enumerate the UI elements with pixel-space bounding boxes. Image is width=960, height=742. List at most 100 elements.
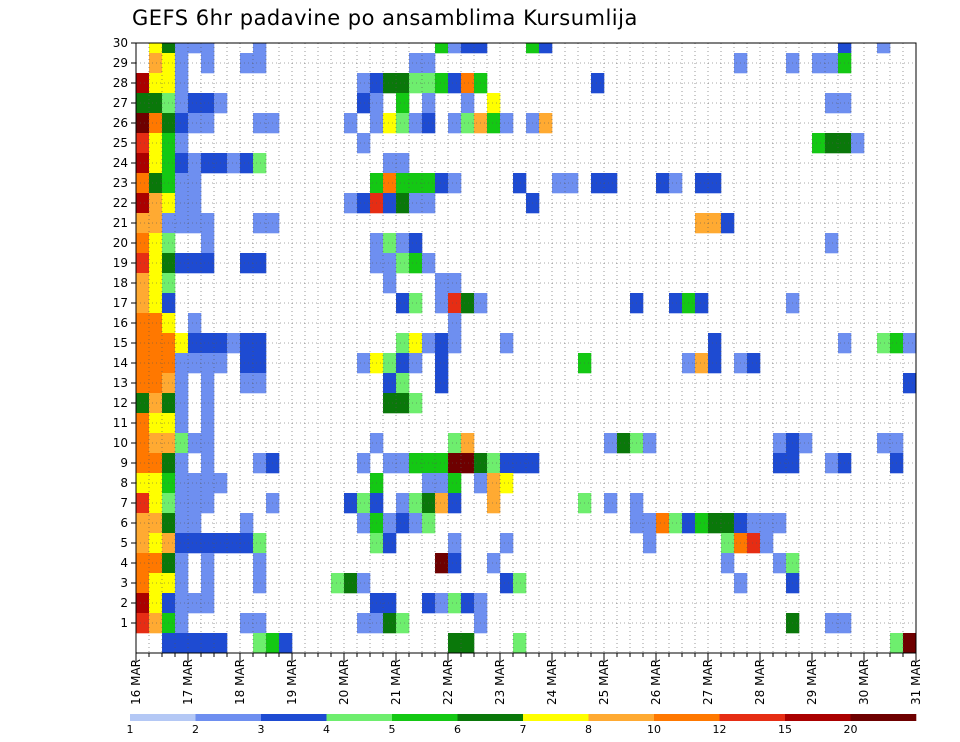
y-tick-label: 21 <box>113 216 128 230</box>
heatmap-cell <box>201 113 215 134</box>
heatmap-cell <box>175 113 189 134</box>
heatmap-cell <box>357 493 371 514</box>
heatmap-cell <box>721 513 735 534</box>
heatmap-cell <box>396 393 410 414</box>
heatmap-cell <box>188 593 202 614</box>
heatmap-cell <box>383 373 397 394</box>
heatmap-cell <box>253 333 267 354</box>
heatmap-cell <box>136 93 150 114</box>
heatmap-cell <box>149 553 163 574</box>
heatmap-cell <box>448 313 462 334</box>
heatmap-cell <box>396 233 410 254</box>
heatmap-cell <box>669 293 683 314</box>
heatmap-cell <box>149 373 163 394</box>
heatmap-cell <box>253 373 267 394</box>
heatmap-cell <box>708 513 722 534</box>
legend-label: 10 <box>647 723 661 736</box>
heatmap-cell <box>656 513 670 534</box>
heatmap-cell <box>903 333 917 354</box>
x-tick-label: 18 MAR <box>233 659 247 705</box>
heatmap-cell <box>253 53 267 74</box>
heatmap-cell <box>448 593 462 614</box>
heatmap-cell <box>201 593 215 614</box>
heatmap-cell <box>175 193 189 214</box>
heatmap-cell <box>500 453 514 474</box>
heatmap-cell <box>708 353 722 374</box>
heatmap-cell <box>175 253 189 274</box>
heatmap-cell <box>409 113 423 134</box>
heatmap-cell <box>383 593 397 614</box>
heatmap-cell <box>435 373 449 394</box>
heatmap-cell <box>175 533 189 554</box>
heatmap-cell <box>357 133 371 154</box>
heatmap-cell <box>825 613 839 634</box>
heatmap-cell <box>396 373 410 394</box>
x-axis: 16 MAR 17 MAR 18 MAR 19 MAR 20 MAR 21 MAR 22 M… <box>129 653 923 705</box>
heatmap-cell <box>149 533 163 554</box>
heatmap-cell <box>409 53 423 74</box>
heatmap-cell <box>825 93 839 114</box>
y-axis: 1234567891011121314151617181920212223242… <box>113 36 136 630</box>
heatmap-cell <box>253 153 267 174</box>
heatmap-cell <box>435 173 449 194</box>
heatmap-cell <box>175 633 189 654</box>
heatmap-cell <box>188 213 202 234</box>
heatmap-cell <box>201 533 215 554</box>
heatmap-cell <box>136 253 150 274</box>
heatmap-cell <box>396 253 410 274</box>
legend-label: 7 <box>520 723 527 736</box>
heatmap-cell <box>383 193 397 214</box>
heatmap-cell <box>604 433 618 454</box>
y-tick-label: 28 <box>113 76 128 90</box>
heatmap-cell <box>591 73 605 94</box>
heatmap-cell <box>240 373 254 394</box>
heatmap-cell <box>188 153 202 174</box>
heatmap-cell <box>175 453 189 474</box>
heatmap-cell <box>435 333 449 354</box>
heatmap-cell <box>669 173 683 194</box>
heatmap-cell <box>149 73 163 94</box>
heatmap-cell <box>188 433 202 454</box>
heatmap-cell <box>188 493 202 514</box>
heatmap-cell <box>877 43 891 54</box>
heatmap-cell <box>383 73 397 94</box>
y-tick-label: 14 <box>113 356 128 370</box>
heatmap-cell <box>253 253 267 274</box>
heatmap-cell <box>487 113 501 134</box>
heatmap-cell <box>825 133 839 154</box>
heatmap-cell <box>188 173 202 194</box>
legend-swatch <box>261 714 327 721</box>
legend-swatch <box>326 714 393 721</box>
heatmap-cell <box>643 433 657 454</box>
heatmap-cell <box>175 93 189 114</box>
heatmap-cell <box>513 573 527 594</box>
heatmap-cell <box>227 333 241 354</box>
heatmap-cell <box>201 353 215 374</box>
heatmap-cell <box>383 353 397 374</box>
heatmap-cell <box>240 513 254 534</box>
heatmap-cell <box>669 513 683 534</box>
heatmap-cell <box>240 533 254 554</box>
legend-swatch <box>850 714 917 721</box>
heatmap-cell <box>175 133 189 154</box>
heatmap-cell <box>396 173 410 194</box>
heatmap-cell <box>201 43 215 54</box>
heatmap-cell <box>136 373 150 394</box>
legend-label: 2 <box>192 723 199 736</box>
heatmap-cell <box>383 153 397 174</box>
heatmap-cell <box>136 613 150 634</box>
legend-swatch <box>719 714 786 721</box>
heatmap-cell <box>201 93 215 114</box>
heatmap-cell <box>136 473 150 494</box>
heatmap-cell <box>149 273 163 294</box>
heatmap-cell <box>201 493 215 514</box>
heatmap-cell <box>448 533 462 554</box>
heatmap-cell <box>890 633 904 654</box>
heatmap-cell <box>175 333 189 354</box>
legend-swatch <box>392 714 458 721</box>
heatmap-cell <box>253 43 267 54</box>
heatmap-cell <box>500 533 514 554</box>
x-tick-label: 22 MAR <box>441 659 455 705</box>
y-tick-label: 12 <box>113 396 128 410</box>
